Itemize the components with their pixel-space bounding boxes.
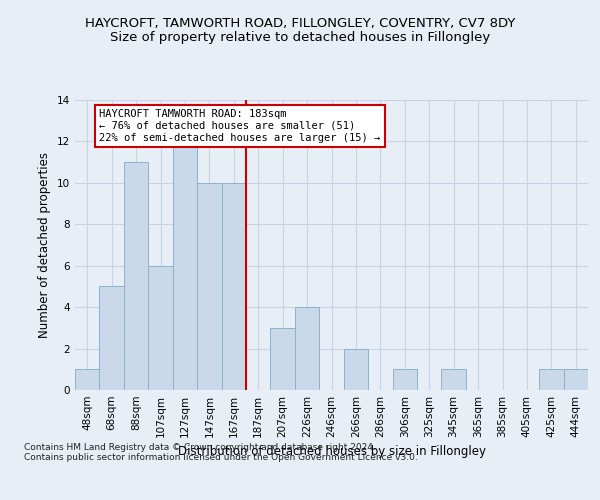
- Bar: [221, 183, 246, 390]
- Text: Size of property relative to detached houses in Fillongley: Size of property relative to detached ho…: [110, 31, 490, 44]
- Y-axis label: Number of detached properties: Number of detached properties: [38, 152, 52, 338]
- Bar: [271, 328, 295, 390]
- Bar: [124, 162, 148, 390]
- Bar: [539, 370, 563, 390]
- Bar: [197, 183, 221, 390]
- Bar: [173, 120, 197, 390]
- Bar: [75, 370, 100, 390]
- Bar: [344, 348, 368, 390]
- Bar: [100, 286, 124, 390]
- Bar: [392, 370, 417, 390]
- X-axis label: Distribution of detached houses by size in Fillongley: Distribution of detached houses by size …: [178, 446, 485, 458]
- Bar: [563, 370, 588, 390]
- Text: HAYCROFT, TAMWORTH ROAD, FILLONGLEY, COVENTRY, CV7 8DY: HAYCROFT, TAMWORTH ROAD, FILLONGLEY, COV…: [85, 18, 515, 30]
- Bar: [295, 307, 319, 390]
- Text: Contains HM Land Registry data © Crown copyright and database right 2024.
Contai: Contains HM Land Registry data © Crown c…: [24, 442, 418, 462]
- Bar: [148, 266, 173, 390]
- Bar: [442, 370, 466, 390]
- Text: HAYCROFT TAMWORTH ROAD: 183sqm
← 76% of detached houses are smaller (51)
22% of : HAYCROFT TAMWORTH ROAD: 183sqm ← 76% of …: [100, 110, 380, 142]
